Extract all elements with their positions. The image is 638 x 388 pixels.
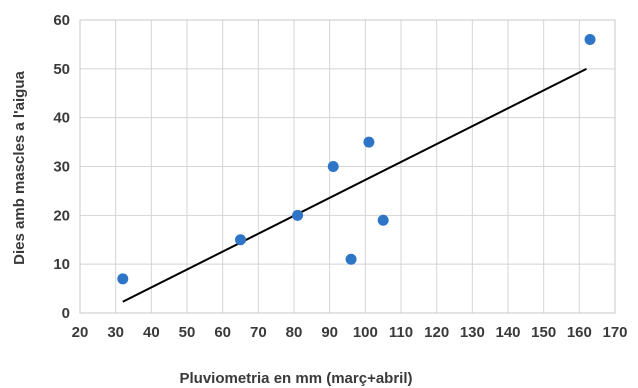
data-point-2	[235, 234, 246, 246]
trendline	[122, 67, 587, 303]
x-tick-label-60: 60	[214, 324, 231, 341]
trendline-group	[122, 67, 587, 303]
x-tick-label-30: 30	[107, 324, 124, 341]
y-tick-label-10: 10	[53, 256, 70, 273]
x-tick-label-110: 110	[389, 324, 413, 341]
grid	[79, 19, 616, 314]
x-tick-label-150: 150	[531, 324, 556, 341]
y-tick-label-50: 50	[53, 61, 70, 78]
data-point-1	[117, 273, 129, 285]
x-tick-label-70: 70	[250, 324, 267, 341]
y-tick-label-60: 60	[53, 12, 70, 29]
x-tick-label-130: 130	[460, 324, 485, 341]
x-tick-label-160: 160	[567, 324, 592, 341]
x-tick-label-20: 20	[72, 324, 89, 341]
data-point-7	[377, 214, 389, 226]
x-tick-labels: 20 30 40 50 60 70 80 90 100 110 120 130 140 150 160 170	[72, 324, 628, 341]
x-tick-label-90: 90	[321, 324, 338, 341]
x-tick-label-120: 120	[424, 324, 449, 341]
y-tick-label-30: 30	[53, 159, 70, 176]
data-point-8	[584, 34, 596, 46]
x-tick-label-140: 140	[495, 324, 520, 341]
y-axis-title: Dies amb mascles a l'aigua	[11, 71, 28, 265]
plot-frame	[79, 19, 616, 314]
y-tick-label-0: 0	[62, 305, 70, 322]
data-point-6	[363, 136, 375, 148]
y-tick-label-40: 40	[53, 110, 70, 127]
data-point-4	[327, 161, 339, 172]
x-tick-label-100: 100	[353, 324, 378, 341]
y-tick-label-20: 20	[53, 207, 70, 224]
x-tick-label-80: 80	[286, 324, 303, 341]
data-points	[117, 34, 596, 285]
x-axis-title: Pluviometria en mm (març+abril)	[180, 370, 413, 387]
x-tick-label-40: 40	[143, 324, 160, 341]
data-point-3	[292, 209, 304, 221]
x-tick-label-50: 50	[179, 324, 196, 341]
data-point-5	[345, 253, 357, 265]
x-tick-label-170: 170	[602, 324, 627, 341]
axes	[79, 19, 616, 314]
y-tick-labels: 0 10 20 30 40 50 60	[53, 12, 70, 322]
